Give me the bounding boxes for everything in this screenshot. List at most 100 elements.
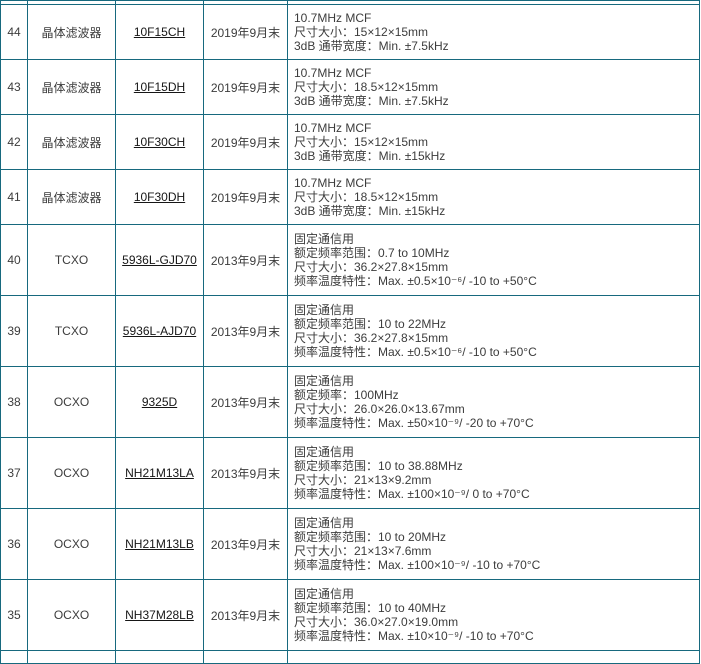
row-number: 43 [0,59,28,115]
spec-line: 尺寸大小：36.0×27.0×19.0mm [294,615,459,629]
model-link[interactable]: NH21M13LB [125,537,194,551]
product-type: 晶体滤波器 [27,169,116,225]
model-link[interactable]: 10F30DH [133,190,186,204]
row-number: 35 [0,579,28,651]
spec-line: 额定频率范围：10 to 38.88MHz [294,459,463,473]
model-cell: NH21M13LB [115,508,204,580]
model-cell: NH21M13LA [115,437,204,509]
model-link[interactable]: 9325D [141,395,178,409]
spec-line: 10.7MHz MCF [294,176,372,190]
spec-line: 尺寸大小：21×13×7.6mm [294,544,432,558]
row-number: 39 [0,295,28,367]
model-cell: NH37M28LB [115,579,204,651]
model-link[interactable]: 10F15CH [133,25,186,39]
row-number: 38 [0,366,28,438]
product-type: OCXO [27,437,116,509]
spec-line: 3dB 通带宽度：Min. ±7.5kHz [294,39,449,53]
model-cell: 5936L-AJD70 [115,295,204,367]
discontinue-date: 2019年9月末 [203,169,288,225]
discontinue-date: 2013年9月末 [203,224,288,296]
spec-description: 固定通信用 额定频率范围：10 to 22MHz 尺寸大小：36.2×27.8×… [287,295,700,367]
row-number: 42 [0,114,28,170]
discontinue-date: 2019年9月末 [203,59,288,115]
discontinue-date: 2013年9月末 [203,437,288,509]
table-row-42: 42 晶体滤波器 10F30CH 2019年9月末 10.7MHz MCF 尺寸… [0,114,700,170]
spec-line: 10.7MHz MCF [294,66,372,80]
spec-description: 固定通信用 额定频率范围：10 to 38.88MHz 尺寸大小：21×13×9… [287,437,700,509]
model-link[interactable]: 5936L-GJD70 [122,253,197,267]
spec-line: 固定通信用 [294,516,355,530]
table-row-38: 38 OCXO 9325D 2013年9月末 固定通信用 额定频率：100MHz… [0,366,700,438]
spec-description: 10.7MHz MCF 尺寸大小：18.5×12×15mm 3dB 通带宽度：M… [287,59,700,115]
empty-cell [0,650,28,664]
spec-line: 额定频率范围：10 to 22MHz [294,317,447,331]
row-number: 36 [0,508,28,580]
spec-line: 额定频率：100MHz [294,388,399,402]
product-type: TCXO [27,224,116,296]
spec-line: 固定通信用 [294,445,355,459]
spec-line: 3dB 通带宽度：Min. ±15kHz [294,149,446,163]
spec-description: 固定通信用 额定频率：100MHz 尺寸大小：26.0×26.0×13.67mm… [287,366,700,438]
product-type: OCXO [27,579,116,651]
spec-line: 固定通信用 [294,232,355,246]
spec-line: 频率温度特性：Max. ±100×10⁻⁹/ -10 to +70°C [294,558,541,572]
empty-cell [115,650,204,664]
product-type: OCXO [27,366,116,438]
spec-line: 额定频率范围：10 to 20MHz [294,530,447,544]
spec-line: 尺寸大小：36.2×27.8×15mm [294,331,449,345]
spec-line: 尺寸大小：21×13×9.2mm [294,473,432,487]
table-row-41: 41 晶体滤波器 10F30DH 2019年9月末 10.7MHz MCF 尺寸… [0,169,700,225]
spec-line: 额定频率范围：10 to 40MHz [294,601,447,615]
model-link[interactable]: NH37M28LB [125,608,194,622]
discontinue-date: 2013年9月末 [203,295,288,367]
spec-line: 频率温度特性：Max. ±0.5×10⁻⁶/ -10 to +50°C [294,345,537,359]
row-number: 37 [0,437,28,509]
product-type: 晶体滤波器 [27,4,116,60]
model-cell: 10F30CH [115,114,204,170]
partial-row-bottom [0,650,700,664]
discontinue-date: 2019年9月末 [203,114,288,170]
table-row-36: 36 OCXO NH21M13LB 2013年9月末 固定通信用 额定频率范围：… [0,508,700,580]
discontinue-date: 2013年9月末 [203,508,288,580]
discontinue-date: 2013年9月末 [203,579,288,651]
row-number: 44 [0,4,28,60]
table-row-35: 35 OCXO NH37M28LB 2013年9月末 固定通信用 额定频率范围：… [0,579,700,651]
spec-line: 3dB 通带宽度：Min. ±15kHz [294,204,446,218]
spec-line: 尺寸大小：26.0×26.0×13.67mm [294,402,465,416]
spec-line: 额定频率范围：0.7 to 10MHz [294,246,450,260]
model-link[interactable]: 10F30CH [133,135,186,149]
spec-line: 尺寸大小：18.5×12×15mm [294,190,439,204]
table-row-37: 37 OCXO NH21M13LA 2013年9月末 固定通信用 额定频率范围：… [0,437,700,509]
model-cell: 10F15CH [115,4,204,60]
product-type: OCXO [27,508,116,580]
discontinue-date: 2013年9月末 [203,366,288,438]
spec-description: 10.7MHz MCF 尺寸大小：15×12×15mm 3dB 通带宽度：Min… [287,114,700,170]
model-cell: 9325D [115,366,204,438]
table-row-40: 40 TCXO 5936L-GJD70 2013年9月末 固定通信用 额定频率范… [0,224,700,296]
model-link[interactable]: 5936L-AJD70 [122,324,197,338]
spec-line: 固定通信用 [294,587,355,601]
spec-line: 10.7MHz MCF [294,11,372,25]
empty-cell [203,650,288,664]
spec-line: 尺寸大小：18.5×12×15mm [294,80,439,94]
spec-description: 10.7MHz MCF 尺寸大小：18.5×12×15mm 3dB 通带宽度：M… [287,169,700,225]
spec-line: 固定通信用 [294,374,355,388]
spec-line: 频率温度特性：Max. ±10×10⁻⁹/ -10 to +70°C [294,629,534,643]
empty-cell [27,650,116,664]
product-type: TCXO [27,295,116,367]
row-number: 40 [0,224,28,296]
spec-description: 固定通信用 额定频率范围：0.7 to 10MHz 尺寸大小：36.2×27.8… [287,224,700,296]
model-link[interactable]: 10F15DH [133,80,186,94]
spec-line: 频率温度特性：Max. ±100×10⁻⁹/ 0 to +70°C [294,487,530,501]
spec-description: 10.7MHz MCF 尺寸大小：15×12×15mm 3dB 通带宽度：Min… [287,4,700,60]
table-row-44: 44 晶体滤波器 10F15CH 2019年9月末 10.7MHz MCF 尺寸… [0,4,700,60]
row-number: 41 [0,169,28,225]
spec-description: 固定通信用 额定频率范围：10 to 20MHz 尺寸大小：21×13×7.6m… [287,508,700,580]
model-cell: 5936L-GJD70 [115,224,204,296]
model-link[interactable]: NH21M13LA [125,466,194,480]
model-cell: 10F15DH [115,59,204,115]
spec-description: 固定通信用 额定频率范围：10 to 40MHz 尺寸大小：36.0×27.0×… [287,579,700,651]
product-type: 晶体滤波器 [27,59,116,115]
discontinue-date: 2019年9月末 [203,4,288,60]
